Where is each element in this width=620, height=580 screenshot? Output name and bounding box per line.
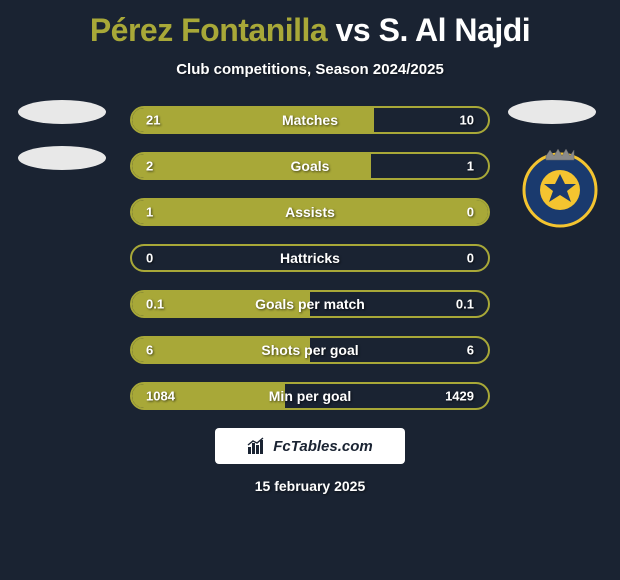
- stat-rows-container: 21 Matches 10 2 Goals 1 1 Assists 0 0 Hattricks 0 0.…: [130, 106, 490, 410]
- stat-label: Goals per match: [255, 296, 365, 312]
- player1-name: Pérez Fontanilla: [90, 12, 327, 48]
- stat-value-right: 0: [467, 251, 474, 266]
- comparison-area: 21 Matches 10 2 Goals 1 1 Assists 0 0 Hattricks 0 0.…: [0, 106, 620, 410]
- stat-label: Matches: [282, 112, 338, 128]
- stat-row: 21 Matches 10: [130, 106, 490, 134]
- player2-placeholder-oval: [508, 100, 596, 146]
- stat-row: 1 Assists 0: [130, 198, 490, 226]
- stat-label: Shots per goal: [261, 342, 358, 358]
- vs-separator: vs: [336, 12, 371, 48]
- brand-badge: FcTables.com: [215, 428, 405, 464]
- stat-value-left: 0.1: [146, 297, 164, 312]
- stat-value-left: 6: [146, 343, 153, 358]
- chart-bars-icon: [247, 437, 267, 455]
- brand-text: FcTables.com: [273, 438, 372, 455]
- player1-club-badge: [18, 100, 102, 184]
- snapshot-date: 15 february 2025: [0, 478, 620, 494]
- stat-value-left: 21: [146, 113, 160, 128]
- stat-label: Min per goal: [269, 388, 351, 404]
- stat-value-left: 1: [146, 205, 153, 220]
- bar-left: [132, 154, 371, 178]
- stat-value-left: 0: [146, 251, 153, 266]
- stat-value-right: 1: [467, 159, 474, 174]
- player2-club-badge: [518, 144, 602, 228]
- player2-name: S. Al Najdi: [379, 12, 531, 48]
- stat-value-right: 6: [467, 343, 474, 358]
- placeholder-oval-icon: [18, 100, 106, 124]
- stat-row: 2 Goals 1: [130, 152, 490, 180]
- placeholder-oval-icon: [508, 100, 596, 124]
- competition-subtitle: Club competitions, Season 2024/2025: [0, 61, 620, 78]
- comparison-title: Pérez Fontanilla vs S. Al Najdi: [0, 0, 620, 49]
- placeholder-oval-icon: [18, 146, 106, 170]
- stat-row: 1084 Min per goal 1429: [130, 382, 490, 410]
- stat-value-left: 2: [146, 159, 153, 174]
- stat-row: 0.1 Goals per match 0.1: [130, 290, 490, 318]
- stat-value-right: 0.1: [456, 297, 474, 312]
- stat-row: 0 Hattricks 0: [130, 244, 490, 272]
- club-crest-icon: [518, 144, 602, 228]
- stat-value-right: 1429: [445, 389, 474, 404]
- stat-value-right: 0: [467, 205, 474, 220]
- stat-label: Assists: [285, 204, 335, 220]
- stat-label: Goals: [291, 158, 330, 174]
- stat-label: Hattricks: [280, 250, 340, 266]
- stat-value-left: 1084: [146, 389, 175, 404]
- stat-row: 6 Shots per goal 6: [130, 336, 490, 364]
- stat-value-right: 10: [460, 113, 474, 128]
